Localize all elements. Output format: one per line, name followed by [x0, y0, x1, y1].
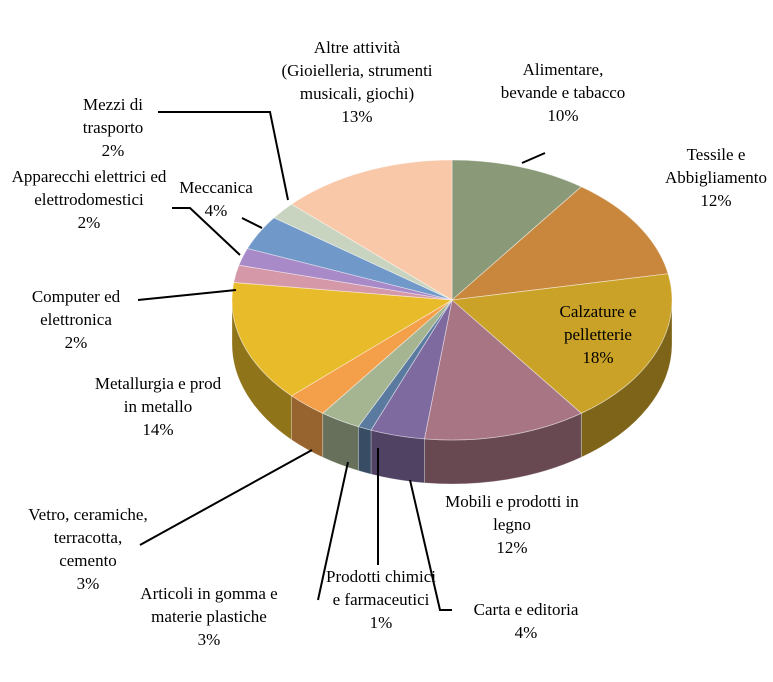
- category-name: Mobili e prodotti in legno: [445, 492, 579, 534]
- leader-line: [521, 152, 546, 164]
- slice: [231, 282, 454, 397]
- value-label: 12%: [496, 538, 528, 557]
- category-name: Prodotti chimici e farmaceutici: [325, 567, 437, 609]
- category-name: Computer ed elettronica: [31, 287, 121, 329]
- slice-label: Meccanica 4%: [161, 176, 271, 222]
- category-name: Mezzi di trasporto: [82, 95, 144, 137]
- value-label: 2%: [101, 141, 125, 160]
- slice-label: Vetro, ceramiche, terracotta, cemento 3%: [23, 503, 153, 595]
- category-name: Meccanica: [179, 178, 253, 197]
- category-name: Altre attività (Gioielleria, strumenti m…: [281, 38, 433, 103]
- value-label: 14%: [142, 420, 174, 439]
- leader-line: [172, 207, 241, 256]
- slice-side: [357, 426, 372, 475]
- value-label: 3%: [197, 630, 221, 649]
- value-label: 4%: [514, 623, 538, 642]
- slice-label: Computer ed elettronica 2%: [1, 285, 151, 354]
- category-name: Tessile e Abbigliamento: [665, 145, 767, 187]
- slice-label: Calzature e pelletterie 18%: [538, 300, 658, 369]
- leader-line: [241, 217, 263, 229]
- value-label: 2%: [64, 333, 88, 352]
- slice-label: Mobili e prodotti in legno 12%: [425, 490, 600, 559]
- leader-line: [139, 449, 313, 546]
- value-label: 1%: [369, 613, 393, 632]
- category-name: Apparecchi elettrici ed elettrodomestici: [11, 167, 167, 209]
- value-label: 3%: [76, 574, 100, 593]
- slice-label: Metallurgia e prod in metallo 14%: [88, 372, 228, 441]
- slice-label: Tessile e Abbigliamento 12%: [656, 143, 773, 212]
- category-name: Metallurgia e prod in metallo: [94, 374, 222, 416]
- category-name: Vetro, ceramiche, terracotta, cemento: [28, 505, 148, 570]
- slice-label: Apparecchi elettrici ed elettrodomestici…: [2, 165, 177, 234]
- value-label: 10%: [547, 106, 579, 125]
- category-name: Calzature e pelletterie: [559, 302, 637, 344]
- slice: [450, 186, 669, 301]
- leader-line: [158, 111, 289, 201]
- leader-line: [317, 461, 349, 601]
- value-label: 13%: [341, 107, 373, 126]
- category-name: Articoli in gomma e materie plastiche: [140, 584, 278, 626]
- slice-label: Carta e editoria 4%: [446, 598, 606, 644]
- leader-line: [137, 289, 237, 301]
- category-name: Carta e editoria: [473, 600, 579, 619]
- value-label: 18%: [582, 348, 614, 367]
- leader-line: [409, 479, 452, 611]
- slice: [423, 299, 583, 441]
- slice: [451, 273, 673, 414]
- slice-label: Prodotti chimici e farmaceutici 1%: [321, 565, 441, 634]
- value-label: 12%: [700, 191, 732, 210]
- value-label: 4%: [204, 201, 228, 220]
- slice-label: Articoli in gomma e materie plastiche 3%: [124, 582, 294, 651]
- slice: [451, 159, 583, 301]
- category-name: Alimentare, bevande e tabacco: [500, 60, 626, 102]
- value-label: 2%: [77, 213, 101, 232]
- slice-label: Alimentare, bevande e tabacco 10%: [498, 58, 628, 127]
- slice-label: Altre attività (Gioielleria, strumenti m…: [277, 36, 437, 128]
- slice-label: Mezzi di trasporto 2%: [58, 93, 168, 162]
- slice: [290, 159, 453, 301]
